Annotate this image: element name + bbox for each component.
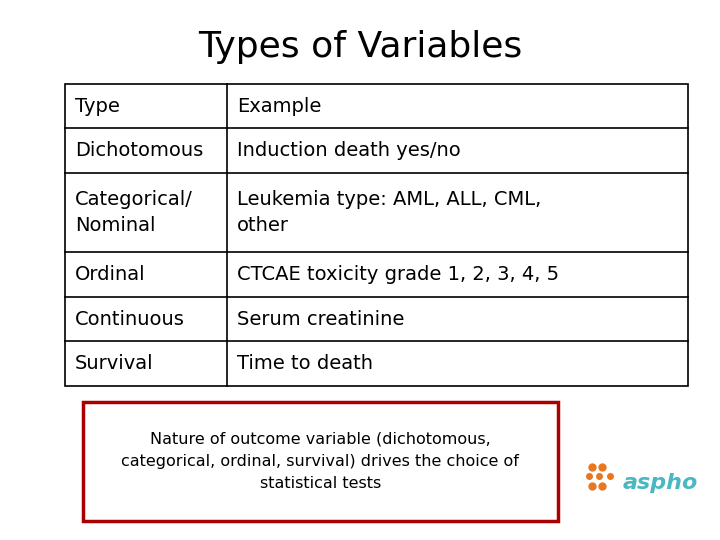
- Text: Continuous: Continuous: [75, 309, 185, 328]
- Text: CTCAE toxicity grade 1, 2, 3, 4, 5: CTCAE toxicity grade 1, 2, 3, 4, 5: [237, 265, 559, 284]
- Text: Induction death yes/no: Induction death yes/no: [237, 141, 461, 160]
- Bar: [65, 84, 688, 386]
- Bar: [83, 402, 558, 521]
- Text: Leukemia type: AML, ALL, CML,
other: Leukemia type: AML, ALL, CML, other: [237, 190, 541, 235]
- Text: Survival: Survival: [75, 354, 153, 373]
- Text: Time to death: Time to death: [237, 354, 373, 373]
- Text: Nature of outcome variable (dichotomous,
categorical, ordinal, survival) drives : Nature of outcome variable (dichotomous,…: [122, 432, 519, 491]
- Text: Types of Variables: Types of Variables: [198, 30, 522, 64]
- Text: Serum creatinine: Serum creatinine: [237, 309, 404, 328]
- Text: aspho: aspho: [623, 473, 698, 494]
- Text: Categorical/
Nominal: Categorical/ Nominal: [75, 190, 193, 235]
- Text: Example: Example: [237, 97, 321, 116]
- Text: Ordinal: Ordinal: [75, 265, 145, 284]
- Text: Dichotomous: Dichotomous: [75, 141, 203, 160]
- Text: Type: Type: [75, 97, 120, 116]
